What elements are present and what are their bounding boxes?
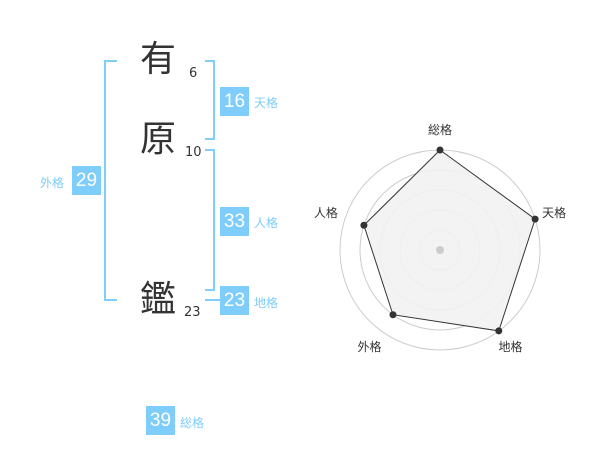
gaikaku-value: 29 <box>72 166 101 195</box>
radar-axis-label: 地格 <box>499 339 523 354</box>
radar-point <box>360 221 368 229</box>
chikaku-value: 23 <box>220 286 249 315</box>
jinkaku-label: 人格 <box>254 216 279 230</box>
gaikaku-label: 外格 <box>40 176 65 190</box>
radar-axis-label: 人格 <box>314 205 338 220</box>
tenkaku-value: 16 <box>220 87 249 116</box>
bracket-tick <box>104 299 117 301</box>
name-char-2: 原 <box>140 119 177 160</box>
stroke-count-1: 6 <box>189 66 198 81</box>
jinkaku-bracket <box>213 149 215 291</box>
bracket-tick <box>205 289 215 291</box>
bracket-tick <box>205 138 215 140</box>
radar-point <box>495 327 503 335</box>
radar-point <box>436 146 444 154</box>
tenkaku-label: 天格 <box>254 96 279 110</box>
bracket-tick <box>104 60 117 62</box>
chikaku-label: 地格 <box>254 296 279 310</box>
jinkaku-value: 33 <box>220 207 249 236</box>
radar-polygon <box>363 149 536 332</box>
radar-axis-label: 天格 <box>542 205 566 220</box>
soukaku-value: 39 <box>146 406 175 435</box>
radar-center <box>436 246 444 254</box>
name-char-3: 鑑 <box>140 279 177 320</box>
radar-axis-label: 外格 <box>357 339 381 354</box>
chikaku-tick <box>205 299 220 301</box>
radar-point <box>531 215 539 223</box>
bracket-tick <box>205 149 215 151</box>
name-char-1: 有 <box>140 39 177 80</box>
radar-axis-label: 総格 <box>428 122 452 137</box>
stroke-count-2: 10 <box>185 145 202 160</box>
gaikaku-bracket <box>104 60 106 301</box>
radar-point <box>389 311 397 319</box>
tenkaku-bracket <box>213 60 215 140</box>
bracket-tick <box>205 60 215 62</box>
soukaku-label: 総格 <box>180 416 205 430</box>
stroke-count-3: 23 <box>184 305 201 320</box>
